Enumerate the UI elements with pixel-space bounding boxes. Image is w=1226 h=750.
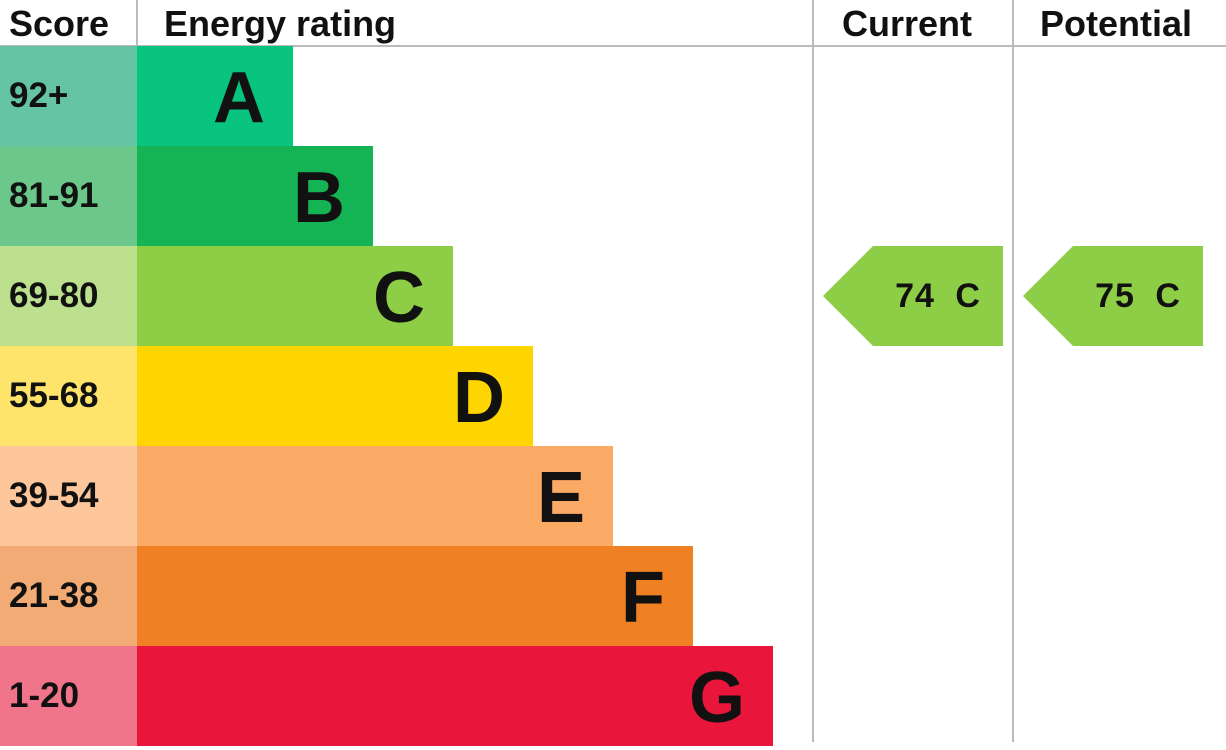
score-range-d: 55-68 (0, 346, 137, 446)
current-rating-arrow: 74 C (823, 246, 1003, 346)
score-range-e: 39-54 (0, 446, 137, 546)
rating-bar-f: F (137, 546, 693, 646)
rating-bar-c: C (137, 246, 453, 346)
rating-bar-e: E (137, 446, 613, 546)
score-range-c: 69-80 (0, 246, 137, 346)
potential-rating-arrow: 75 C (1023, 246, 1203, 346)
score-divider (136, 0, 138, 45)
current-arrow-shape (823, 246, 1003, 346)
header-energy-rating: Energy rating (164, 3, 397, 44)
score-range-f: 21-38 (0, 546, 137, 646)
rating-bar-d: D (137, 346, 533, 446)
potential-arrow-shape (1023, 246, 1203, 346)
score-range-b: 81-91 (0, 146, 137, 246)
rating-bar-g: G (137, 646, 773, 746)
current-divider (812, 0, 814, 742)
rating-bar-a: A (137, 46, 293, 146)
header-divider (0, 45, 1226, 47)
header-potential: Potential (1040, 3, 1193, 44)
potential-rating-label: 75 C (1095, 277, 1181, 315)
rating-bar-b: B (137, 146, 373, 246)
header-current: Current (842, 3, 973, 44)
current-rating-label: 74 C (895, 277, 981, 315)
score-range-g: 1-20 (0, 646, 137, 746)
score-range-a: 92+ (0, 46, 137, 146)
header-score: Score (9, 3, 110, 44)
potential-divider (1012, 0, 1014, 742)
